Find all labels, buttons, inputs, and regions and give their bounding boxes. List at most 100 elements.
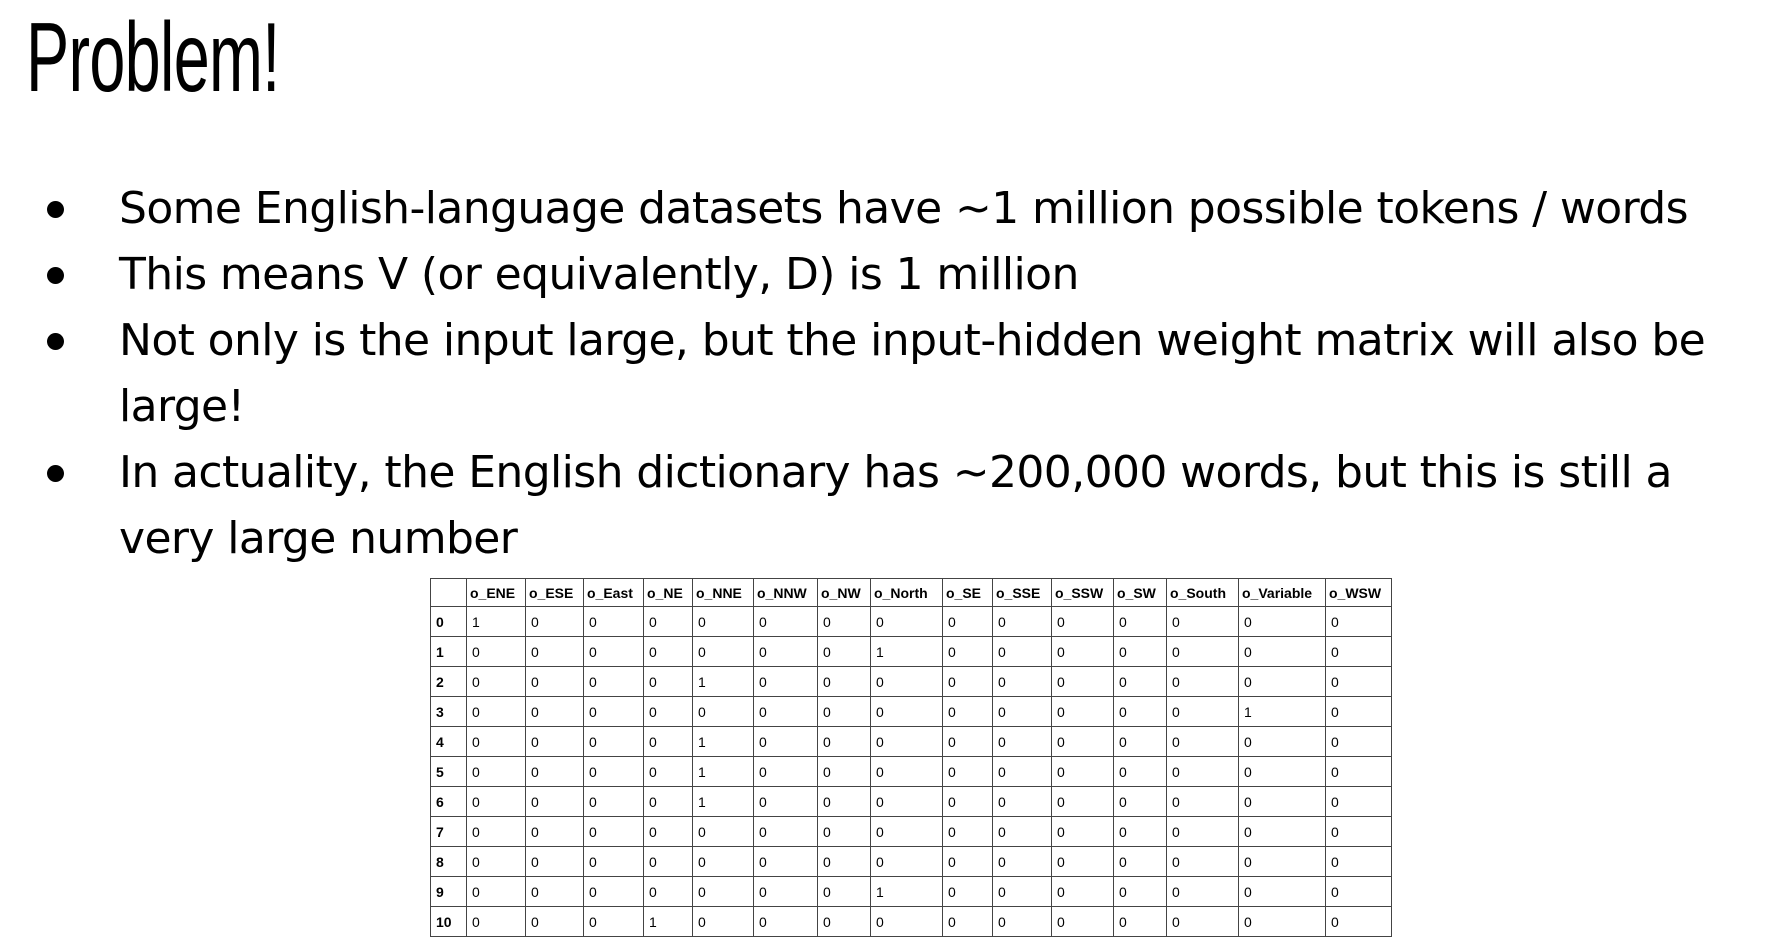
table-cell: 0 bbox=[525, 696, 584, 727]
table-cell: 0 bbox=[583, 846, 644, 877]
table-cell: 0 bbox=[942, 876, 993, 907]
row-index-cell: 4 bbox=[430, 726, 467, 757]
table-cell: 0 bbox=[643, 786, 693, 817]
table-cell: 0 bbox=[1166, 906, 1239, 937]
table-cell: 0 bbox=[753, 726, 818, 757]
table-column-header: o_NE bbox=[643, 578, 693, 607]
table-cell: 0 bbox=[870, 726, 943, 757]
table-cell: 0 bbox=[817, 696, 871, 727]
table-cell: 0 bbox=[583, 786, 644, 817]
row-index-cell: 2 bbox=[430, 666, 467, 697]
table-column-header: o_WSW bbox=[1325, 578, 1392, 607]
row-index-cell: 1 bbox=[430, 636, 467, 667]
table-column-header: o_SSW bbox=[1051, 578, 1114, 607]
table-cell: 0 bbox=[1113, 816, 1167, 847]
table-cell: 1 bbox=[870, 876, 943, 907]
table-cell: 0 bbox=[583, 756, 644, 787]
table-cell: 0 bbox=[466, 846, 526, 877]
row-index-cell: 10 bbox=[430, 906, 467, 937]
table-cell: 0 bbox=[870, 696, 943, 727]
table-cell: 0 bbox=[870, 846, 943, 877]
table-cell: 0 bbox=[1166, 786, 1239, 817]
table-column-header: o_East bbox=[583, 578, 644, 607]
table-cell: 0 bbox=[817, 606, 871, 637]
table-cell: 0 bbox=[942, 636, 993, 667]
table-cell: 0 bbox=[1325, 906, 1392, 937]
table-cell: 0 bbox=[1166, 606, 1239, 637]
table-cell: 0 bbox=[817, 786, 871, 817]
table-cell: 0 bbox=[942, 756, 993, 787]
table-cell: 0 bbox=[870, 906, 943, 937]
table-column-header: o_NW bbox=[817, 578, 871, 607]
table-cell: 0 bbox=[1238, 906, 1326, 937]
bullet-text: Not only is the input large, but the inp… bbox=[119, 315, 1706, 432]
table-cell: 0 bbox=[583, 636, 644, 667]
table-cell: 0 bbox=[753, 876, 818, 907]
table-cell: 0 bbox=[942, 816, 993, 847]
table-cell: 0 bbox=[1113, 636, 1167, 667]
table-cell: 0 bbox=[525, 816, 584, 847]
table-cell: 0 bbox=[1113, 726, 1167, 757]
table-corner-cell bbox=[430, 578, 467, 607]
row-index-cell: 5 bbox=[430, 756, 467, 787]
table-cell: 0 bbox=[942, 786, 993, 817]
table-cell: 0 bbox=[942, 906, 993, 937]
table-cell: 0 bbox=[1325, 846, 1392, 877]
table-cell: 1 bbox=[1238, 696, 1326, 727]
table-cell: 0 bbox=[992, 786, 1052, 817]
table-cell: 0 bbox=[1051, 906, 1114, 937]
table-cell: 0 bbox=[643, 846, 693, 877]
table-cell: 0 bbox=[870, 756, 943, 787]
table-cell: 0 bbox=[992, 726, 1052, 757]
table-cell: 0 bbox=[525, 786, 584, 817]
one-hot-table: o_ENE o_ESE o_East o_NE o_NNE o_NNW o_NW o_Nort… bbox=[430, 578, 1392, 937]
table-cell: 0 bbox=[1238, 666, 1326, 697]
table-cell: 0 bbox=[466, 876, 526, 907]
table-cell: 0 bbox=[466, 726, 526, 757]
table-cell: 0 bbox=[942, 696, 993, 727]
table-cell: 0 bbox=[753, 606, 818, 637]
table-cell: 0 bbox=[817, 906, 871, 937]
table-cell: 0 bbox=[1113, 846, 1167, 877]
table-cell: 0 bbox=[1051, 756, 1114, 787]
table-cell: 0 bbox=[525, 756, 584, 787]
table-cell: 0 bbox=[1051, 786, 1114, 817]
table-row: 10 0 0 0 1 0 0 0 0 0 0 0 0 0 0 0 bbox=[430, 906, 1392, 937]
table-cell: 0 bbox=[692, 696, 754, 727]
table-column-header: o_SW bbox=[1113, 578, 1167, 607]
table-header-row: o_ENE o_ESE o_East o_NE o_NNE o_NNW o_NW o_Nort… bbox=[430, 578, 1392, 607]
table-cell: 0 bbox=[1051, 726, 1114, 757]
table-cell: 0 bbox=[753, 666, 818, 697]
table-cell: 1 bbox=[692, 786, 754, 817]
table-cell: 0 bbox=[1113, 876, 1167, 907]
table-cell: 0 bbox=[525, 726, 584, 757]
table-cell: 0 bbox=[525, 606, 584, 637]
table-cell: 0 bbox=[692, 636, 754, 667]
table-cell: 0 bbox=[466, 696, 526, 727]
table-cell: 0 bbox=[1238, 846, 1326, 877]
table-cell: 0 bbox=[1325, 816, 1392, 847]
table-cell: 0 bbox=[992, 636, 1052, 667]
table-cell: 0 bbox=[870, 666, 943, 697]
bullet-item: In actuality, the English dictionary has… bbox=[0, 440, 1781, 572]
table-cell: 0 bbox=[1166, 726, 1239, 757]
table-cell: 0 bbox=[583, 666, 644, 697]
table-cell: 0 bbox=[1238, 756, 1326, 787]
table-cell: 0 bbox=[643, 816, 693, 847]
table-cell: 0 bbox=[583, 906, 644, 937]
table-cell: 1 bbox=[692, 666, 754, 697]
table-cell: 0 bbox=[583, 726, 644, 757]
bullet-item: This means V (or equivalently, D) is 1 m… bbox=[0, 242, 1781, 308]
table-cell: 0 bbox=[992, 756, 1052, 787]
table-cell: 0 bbox=[643, 756, 693, 787]
table-cell: 0 bbox=[1325, 636, 1392, 667]
table-cell: 1 bbox=[466, 606, 526, 637]
table-cell: 0 bbox=[692, 816, 754, 847]
table-cell: 0 bbox=[525, 666, 584, 697]
table-cell: 0 bbox=[643, 666, 693, 697]
table-cell: 0 bbox=[692, 906, 754, 937]
table-cell: 0 bbox=[1113, 666, 1167, 697]
